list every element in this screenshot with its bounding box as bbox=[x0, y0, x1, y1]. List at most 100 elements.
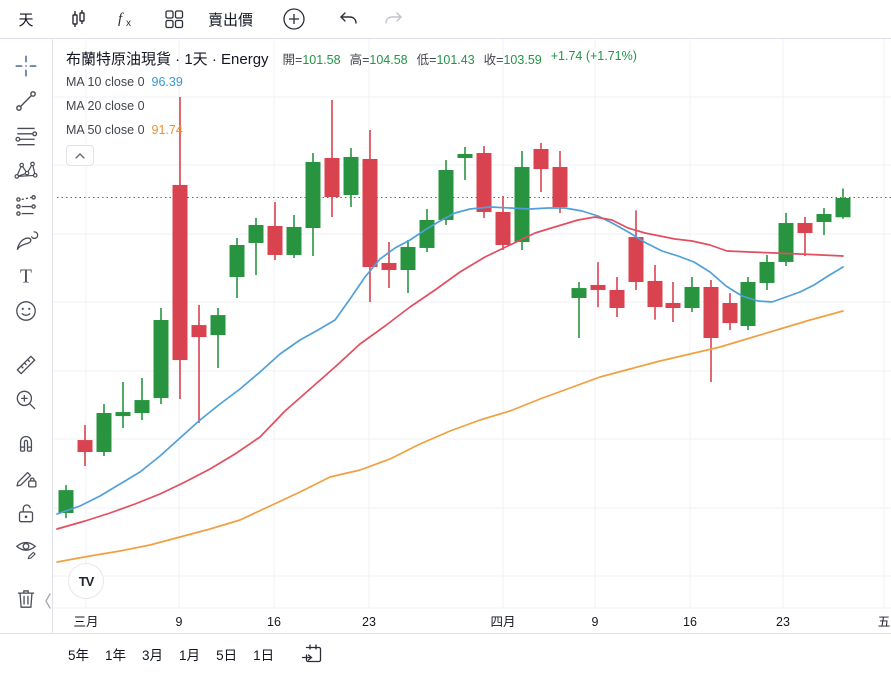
time-axis-label[interactable]: 五 bbox=[878, 615, 891, 629]
chart-type-button[interactable] bbox=[60, 4, 96, 34]
range-5y-button[interactable]: 5年 bbox=[60, 639, 97, 669]
range-3m-button[interactable]: 3月 bbox=[134, 639, 171, 669]
ohlc-low: 低=101.43 bbox=[416, 53, 475, 67]
hide-drawings-button[interactable] bbox=[8, 530, 44, 565]
symbol-title-row: 布蘭特原油現貨 · 1天 · Energy 開=101.58 高=104.58 … bbox=[66, 48, 637, 70]
lock-icon bbox=[13, 500, 39, 526]
candle-body bbox=[153, 319, 169, 399]
ask-price-button[interactable]: 賣出價 bbox=[202, 4, 259, 34]
magnet-icon bbox=[13, 430, 39, 456]
fib-retracement-tool-button[interactable] bbox=[8, 118, 44, 153]
time-axis-label[interactable]: 16 bbox=[267, 615, 281, 629]
candle-body bbox=[381, 263, 397, 271]
indicator-legend-ma50[interactable]: MA 50 close 0 91.74 bbox=[66, 118, 637, 142]
chart-legend: 布蘭特原油現貨 · 1天 · Energy 開=101.58 高=104.58 … bbox=[66, 48, 637, 166]
candle-body bbox=[759, 261, 775, 283]
xabcd-pattern-icon bbox=[13, 158, 39, 184]
time-axis-label[interactable]: 23 bbox=[362, 615, 376, 629]
ma-line-ma10 bbox=[56, 206, 844, 515]
layout-button[interactable] bbox=[156, 4, 192, 34]
range-1y-button[interactable]: 1年 bbox=[97, 639, 134, 669]
candle-body bbox=[740, 282, 756, 327]
svg-text:T: T bbox=[20, 266, 32, 287]
drawing-toolbar: T bbox=[0, 39, 53, 634]
timeframe-button[interactable]: 天 bbox=[10, 4, 42, 34]
candle-body bbox=[286, 226, 302, 255]
emoji-tool-button[interactable] bbox=[8, 293, 44, 328]
candle-body bbox=[835, 198, 851, 218]
indicators-button[interactable]: f x bbox=[108, 4, 146, 34]
indicator-legend-ma20[interactable]: MA 20 close 0 bbox=[66, 94, 637, 118]
trend-line-tool-button[interactable] bbox=[8, 83, 44, 118]
measure-tool-button[interactable] bbox=[8, 347, 44, 382]
svg-text:x: x bbox=[126, 18, 131, 29]
candle-body bbox=[722, 303, 738, 324]
range-5d-button[interactable]: 5日 bbox=[208, 639, 245, 669]
fib-retracement-icon bbox=[13, 123, 39, 149]
indicator-label: MA 10 close 0 bbox=[66, 75, 145, 89]
brush-tool-button[interactable] bbox=[8, 223, 44, 258]
zoom-in-tool-button[interactable] bbox=[8, 382, 44, 417]
candle-body bbox=[267, 226, 283, 255]
chart-area[interactable]: 三月 9 16 23 四月 9 16 23 五 布蘭特原油現貨 · 1天 · Energy 開=… bbox=[53, 39, 891, 634]
time-axis-label[interactable]: 9 bbox=[176, 615, 183, 629]
range-1m-button[interactable]: 1月 bbox=[171, 639, 208, 669]
projection-tool-button[interactable] bbox=[8, 188, 44, 223]
toolbar-collapse-handle[interactable] bbox=[41, 592, 55, 614]
tradingview-logo[interactable]: TV bbox=[68, 563, 104, 599]
time-axis-label[interactable]: 9 bbox=[592, 615, 599, 629]
time-axis-label[interactable]: 16 bbox=[683, 615, 697, 629]
indicator-value: 91.74 bbox=[151, 123, 183, 137]
chevron-up-icon bbox=[74, 148, 86, 163]
crosshair-tool-button[interactable] bbox=[8, 48, 44, 83]
text-tool-icon: T bbox=[13, 263, 39, 289]
price-chart[interactable]: 三月 9 16 23 四月 9 16 23 五 bbox=[53, 39, 891, 634]
grid-layout-icon bbox=[162, 7, 186, 31]
projection-icon bbox=[13, 193, 39, 219]
go-to-date-icon bbox=[300, 643, 324, 668]
xabcd-pattern-tool-button[interactable] bbox=[8, 153, 44, 188]
indicator-legend-ma10[interactable]: MA 10 close 0 96.39 bbox=[66, 70, 637, 94]
candle-body bbox=[457, 153, 473, 159]
candles-icon bbox=[66, 7, 90, 31]
redo-arrow-icon bbox=[381, 7, 405, 31]
ohlc-values: 開=101.58 高=104.58 低=101.43 收=103.59 +1.7… bbox=[283, 49, 637, 68]
trash-icon bbox=[13, 585, 39, 611]
collapse-legend-button[interactable] bbox=[66, 145, 94, 166]
candle-body bbox=[628, 237, 644, 283]
drawing-mode-lock-button[interactable] bbox=[8, 460, 44, 495]
lock-all-drawings-button[interactable] bbox=[8, 495, 44, 530]
top-toolbar: 天 f x bbox=[0, 0, 891, 39]
candle-body bbox=[684, 286, 700, 308]
bottom-toolbar: 5年 1年 3月 1月 5日 1日 bbox=[0, 633, 891, 674]
compare-button[interactable] bbox=[275, 4, 313, 34]
time-axis-label[interactable]: 23 bbox=[776, 615, 790, 629]
undo-arrow-icon bbox=[337, 7, 361, 31]
trend-line-icon bbox=[13, 88, 39, 114]
emoji-icon bbox=[13, 298, 39, 324]
candle-body bbox=[229, 244, 245, 278]
remove-objects-button[interactable] bbox=[8, 580, 44, 615]
eye-icon bbox=[13, 535, 39, 561]
ohlc-close: 收=103.59 bbox=[483, 53, 542, 67]
candle-body bbox=[248, 224, 264, 243]
chevron-left-icon bbox=[43, 592, 53, 615]
range-1d-button[interactable]: 1日 bbox=[245, 639, 282, 669]
redo-button[interactable] bbox=[375, 4, 411, 34]
text-tool-button[interactable]: T bbox=[8, 258, 44, 293]
time-axis-label[interactable]: 四月 bbox=[490, 615, 515, 629]
candle-body bbox=[134, 400, 150, 414]
candle-body bbox=[400, 247, 416, 271]
candle-body bbox=[552, 167, 568, 208]
candle-body bbox=[797, 223, 813, 234]
ohlc-change: +1.74 (+1.71%) bbox=[550, 49, 637, 63]
symbol-title[interactable]: 布蘭特原油現貨 · 1天 · Energy bbox=[66, 51, 269, 68]
candle-body bbox=[77, 440, 93, 453]
undo-button[interactable] bbox=[331, 4, 367, 34]
time-axis-label[interactable]: 三月 bbox=[73, 615, 98, 629]
magnet-mode-button[interactable] bbox=[8, 425, 44, 460]
candle-body bbox=[665, 303, 681, 308]
candle-body bbox=[778, 223, 794, 262]
go-to-date-button[interactable] bbox=[298, 639, 326, 670]
